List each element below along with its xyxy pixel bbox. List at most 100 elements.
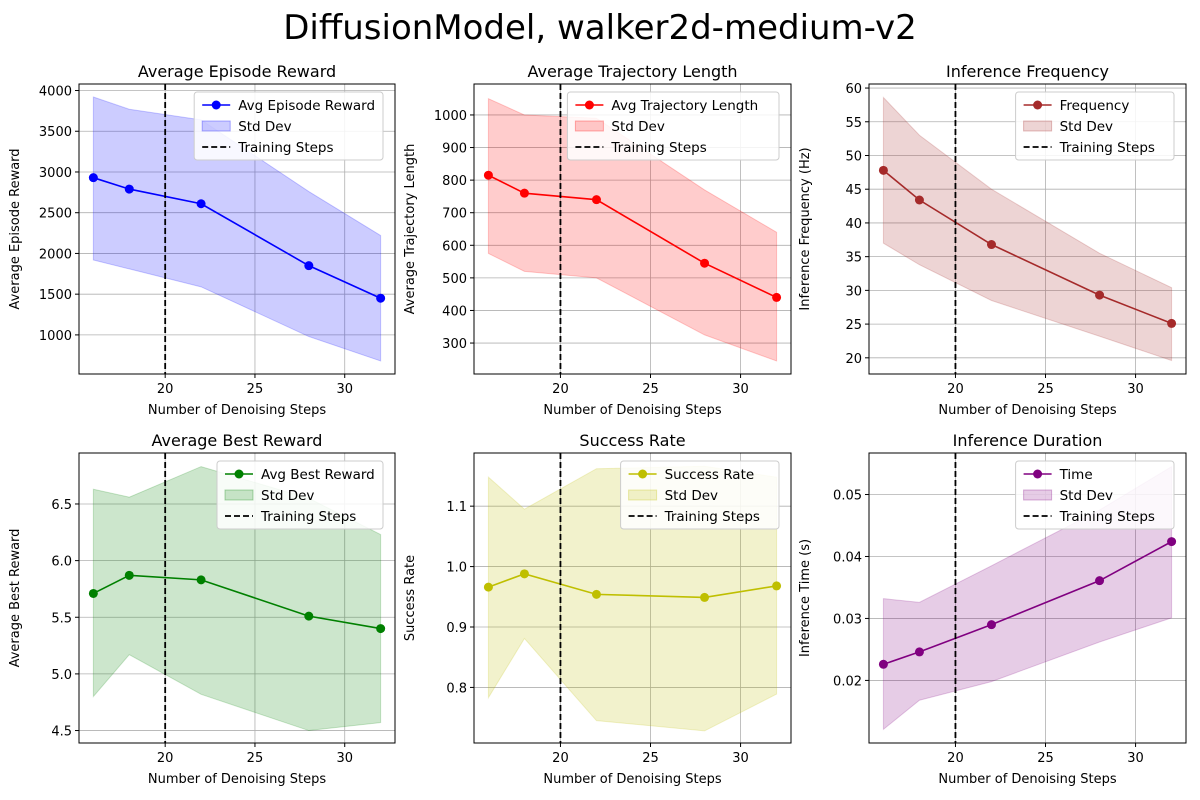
y-tick-label: 0.05 (833, 489, 862, 504)
data-point (700, 258, 710, 268)
data-point (88, 173, 98, 183)
subplot-title: Average Trajectory Length (527, 62, 737, 81)
data-point (304, 611, 314, 621)
axes-frame (78, 452, 396, 744)
data-point (88, 588, 98, 598)
x-tick-label: 30 (1127, 382, 1144, 397)
y-tick-label: 3500 (39, 125, 72, 140)
data-point (878, 659, 888, 669)
data-point (1167, 537, 1177, 547)
legend-fill-swatch (1023, 120, 1053, 132)
y-tick-label: 60 (845, 82, 862, 97)
subplot-title: Average Best Reward (152, 431, 323, 450)
subplot-title: Average Episode Reward (138, 62, 336, 81)
data-point (591, 195, 601, 205)
data-point (700, 592, 710, 602)
y-tick-label: 5.0 (51, 668, 72, 683)
x-tick-label: 30 (336, 751, 353, 766)
y-axis-label: Average Episode Reward (8, 148, 23, 309)
x-tick-label: 20 (552, 382, 569, 397)
legend-label-std: Std Dev (665, 488, 718, 504)
y-tick-label: 0.9 (446, 621, 467, 636)
y-tick-label: 600 (442, 239, 467, 254)
x-tick-label: 30 (732, 751, 749, 766)
data-point (878, 165, 888, 175)
y-axis-label: Inference Frequency (Hz) (798, 147, 813, 310)
y-tick-label: 0.02 (833, 674, 862, 689)
y-tick-label: 4000 (39, 85, 72, 100)
y-tick-label: 55 (845, 116, 862, 131)
legend-label-std: Std Dev (1060, 488, 1113, 504)
y-tick-label: 3000 (39, 166, 72, 181)
y-axis-label: Average Best Reward (8, 529, 23, 668)
axes-frame (868, 452, 1187, 744)
figure-title: DiffusionModel, walker2d-medium-v2 (283, 8, 917, 48)
data-point (124, 570, 134, 580)
legend-label-series: Avg Episode Reward (238, 98, 375, 114)
x-tick-label: 30 (336, 382, 353, 397)
subplot-title: Inference Duration (953, 431, 1103, 450)
legend-box (620, 460, 780, 530)
x-axis-label: Number of Denoising Steps (938, 403, 1116, 418)
y-tick-label: 45 (845, 183, 862, 198)
x-tick-label: 20 (157, 382, 174, 397)
legend-label-training: Training Steps (664, 509, 760, 525)
subplot-4: 20 25 30 4.5 5.0 5.5 6.0 6.5 Average Best Reward… (8, 431, 396, 787)
legend-label-training: Training Steps (237, 140, 333, 156)
legend-label-std: Std Dev (1060, 119, 1113, 135)
y-tick-label: 500 (442, 272, 467, 287)
y-tick-label: 4.5 (51, 725, 72, 740)
y-tick-label: 0.03 (833, 612, 862, 627)
y-tick-label: 6.5 (51, 498, 72, 513)
legend-label-std: Std Dev (238, 119, 291, 135)
y-tick-label: 20 (845, 352, 862, 367)
x-tick-label: 20 (947, 382, 964, 397)
data-point (591, 589, 601, 599)
legend-label-series: Success Rate (665, 467, 755, 483)
subplot-5: 20 25 30 0.8 0.9 1.0 1.1 Success Rate Number of … (403, 431, 792, 787)
subplot-title: Success Rate (579, 431, 685, 450)
subplot-3: 20 25 30 20 25 30 35 40 45 50 55 60 Inference Freque… (798, 62, 1187, 418)
y-tick-label: 900 (442, 142, 467, 157)
x-axis-label: Number of Denoising Steps (148, 403, 326, 418)
x-tick-label: 25 (247, 751, 264, 766)
y-axis-label: Average Trajectory Length (403, 144, 418, 315)
legend-box (216, 460, 384, 530)
legend-marker (1033, 100, 1043, 110)
y-tick-label: 30 (845, 284, 862, 299)
x-tick-label: 20 (947, 751, 964, 766)
x-axis-label: Number of Denoising Steps (543, 772, 721, 787)
axes-frame (78, 83, 396, 375)
y-tick-label: 400 (442, 304, 467, 319)
y-tick-label: 0.04 (833, 550, 862, 565)
x-tick-label: 25 (1037, 382, 1054, 397)
x-axis-label: Number of Denoising Steps (543, 403, 721, 418)
x-tick-label: 20 (157, 751, 174, 766)
legend-fill-swatch (224, 489, 254, 501)
x-axis-label: Number of Denoising Steps (148, 772, 326, 787)
data-point (483, 582, 493, 592)
legend-fill-swatch (628, 489, 658, 501)
legend: Avg Best Reward Std Dev Training Steps (216, 460, 384, 530)
data-point (914, 195, 924, 205)
subplot-2: 20 25 30 300 400 500 600 700 800 900 1000 Average T… (403, 62, 792, 418)
y-tick-label: 35 (845, 251, 862, 266)
y-tick-label: 1000 (434, 109, 467, 124)
legend-marker (584, 100, 594, 110)
x-tick-label: 25 (642, 382, 659, 397)
legend-marker (638, 469, 648, 479)
data-point (376, 293, 386, 303)
x-tick-label: 30 (732, 382, 749, 397)
legend: Avg Episode Reward Std Dev Training Steps (193, 91, 384, 161)
legend-box (566, 91, 780, 161)
y-tick-label: 2000 (39, 247, 72, 262)
legend-label-training: Training Steps (1059, 509, 1155, 525)
y-tick-label: 800 (442, 174, 467, 189)
x-tick-label: 20 (552, 751, 569, 766)
y-tick-label: 1500 (39, 288, 72, 303)
legend: Avg Trajectory Length Std Dev Training Ste… (566, 91, 780, 161)
data-point (483, 170, 493, 180)
data-point (304, 261, 314, 271)
legend-label-series: Frequency (1060, 98, 1130, 114)
